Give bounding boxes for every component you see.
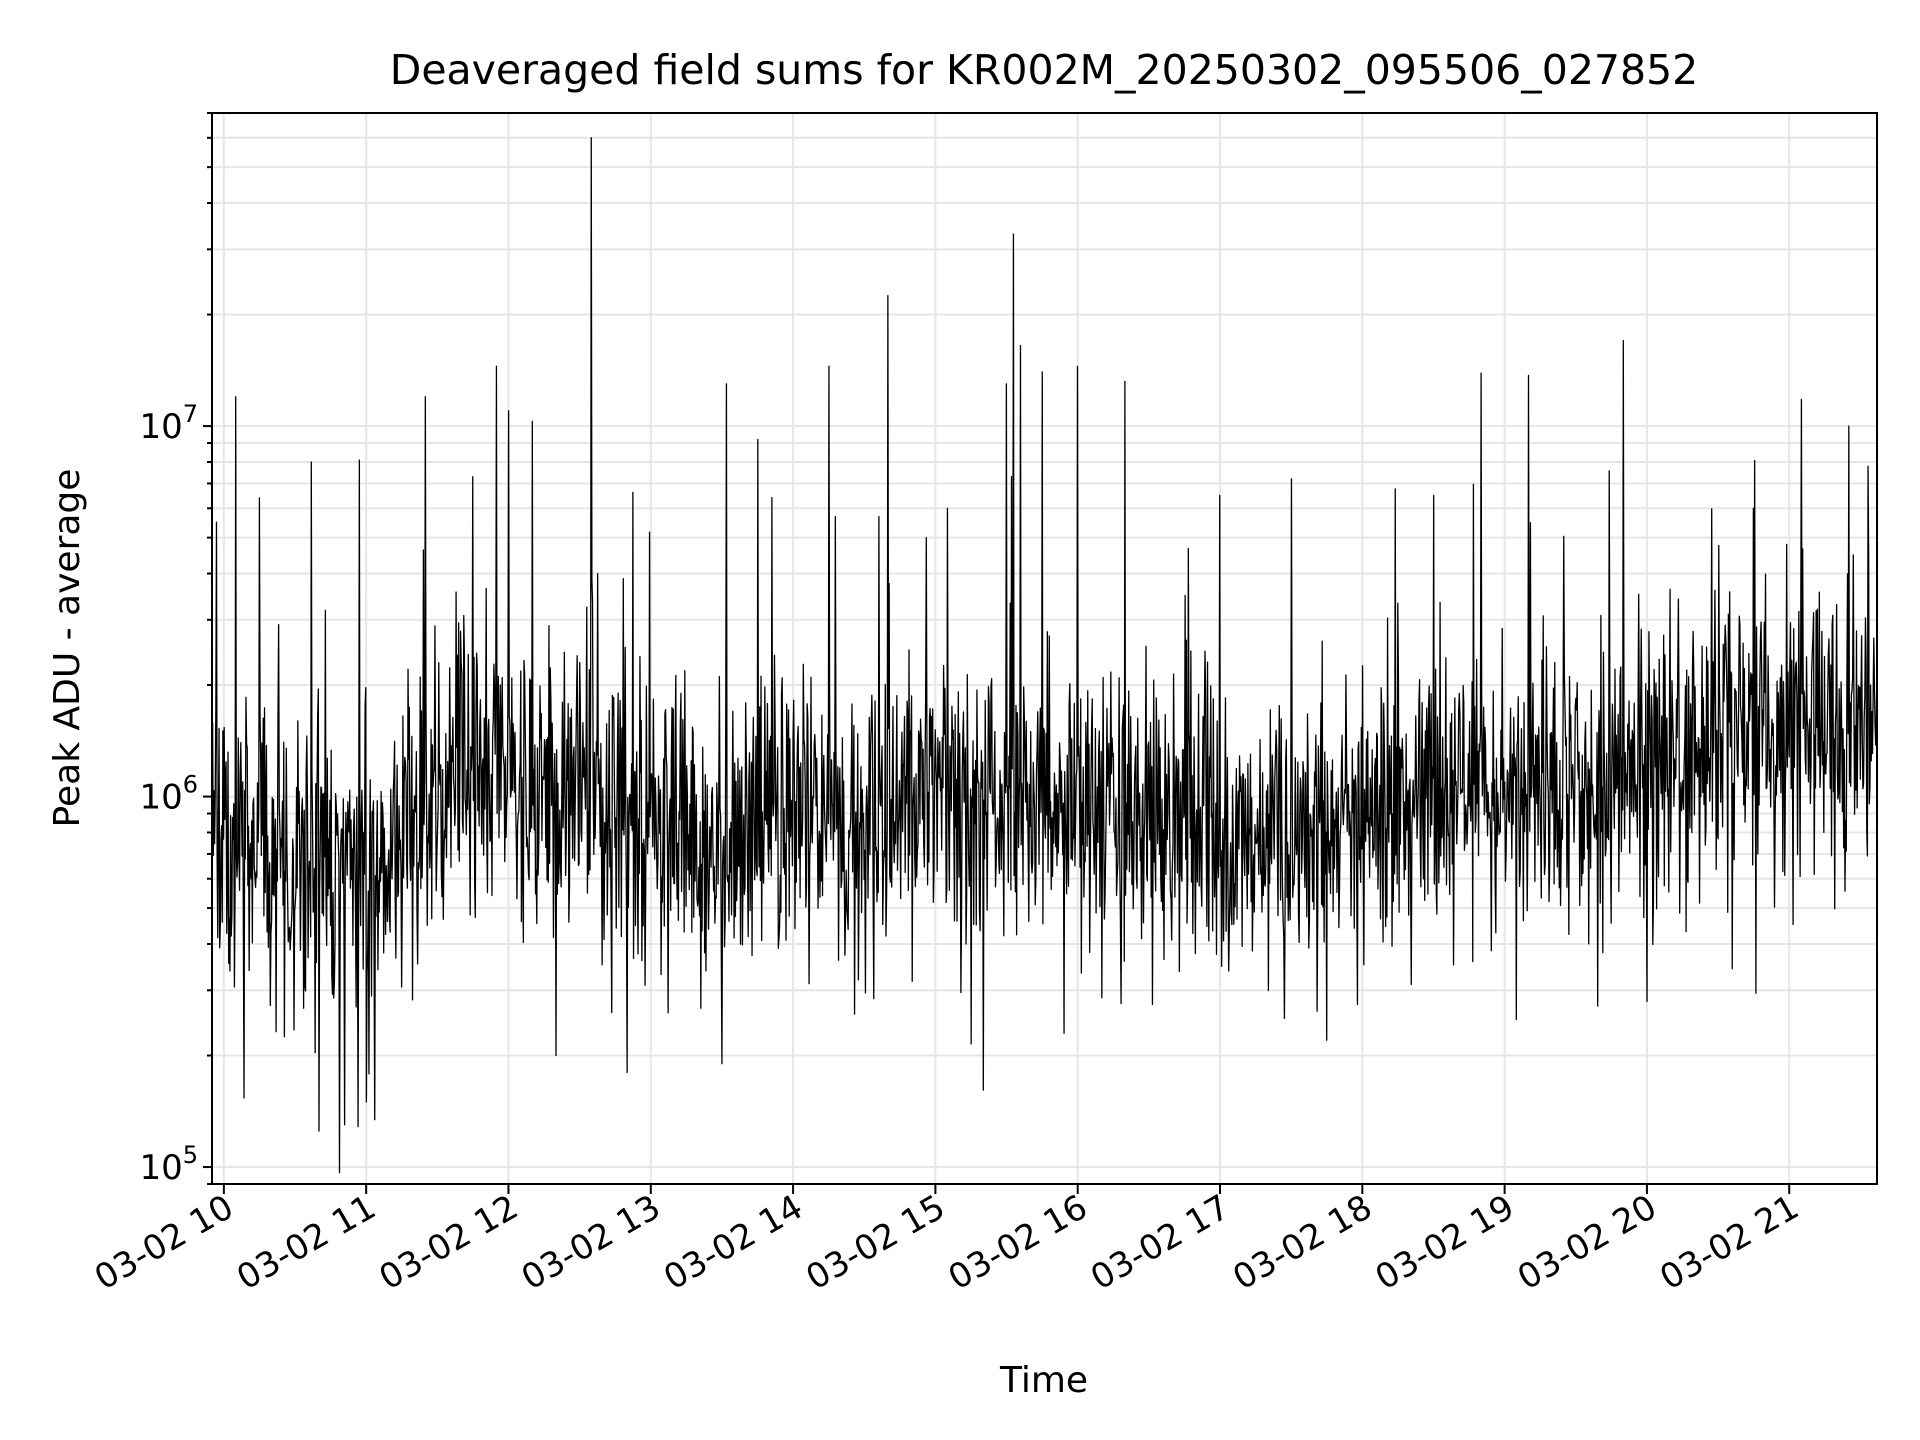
series-layer <box>212 137 1877 1174</box>
series-line <box>212 137 1877 1174</box>
plot-frame <box>211 112 1878 1185</box>
x-axis-label: Time <box>999 1360 1088 1401</box>
y-axis-label: Peak ADU - average <box>47 469 88 828</box>
chart-title: Deaveraged field sums for KR002M_2025030… <box>390 46 1699 94</box>
